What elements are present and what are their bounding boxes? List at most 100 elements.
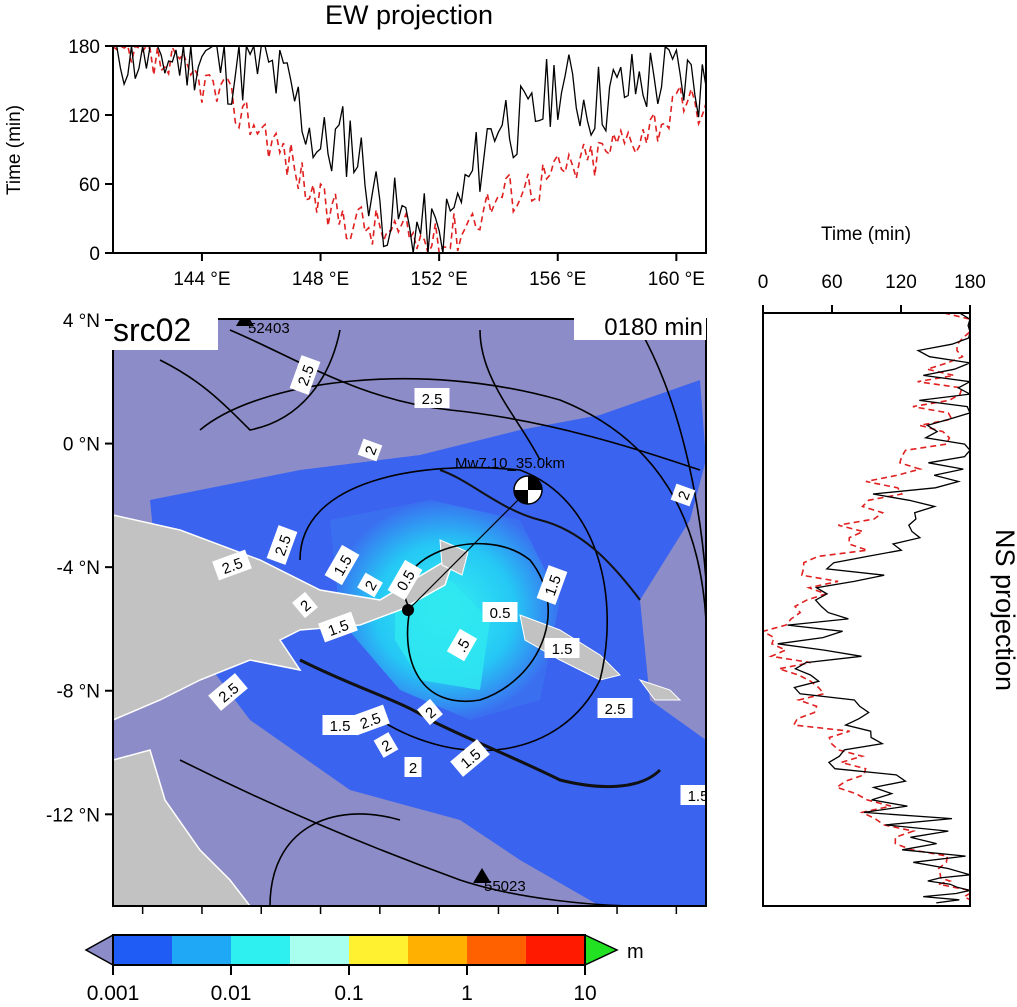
ns-xlabel: Time (min) [821,224,911,245]
ew-y-tick-label: 120 [68,106,100,127]
colorbar-cell [349,935,409,965]
lat-tick-label: -8 °N [57,682,101,703]
ew-y-ticks: 0 60 120 180 [68,37,113,265]
svg-text:2.5: 2.5 [295,363,318,388]
colorbar: 0.001 0.01 0.1 1 10 m [84,933,644,1005]
lat-tick-label: -4 °N [57,558,101,579]
colorbar-tick-label: 1 [461,982,473,1005]
colorbar-unit: m [627,941,644,963]
contour-label: 2 [292,591,318,619]
svg-text:2.5: 2.5 [605,701,626,718]
contour-label: 2 [404,757,422,777]
contour-south-arc [269,813,401,906]
contour-label: 2 [417,698,443,726]
lat-tick-label: -12 °N [46,805,100,826]
ns-red-dashed-series [763,313,970,903]
land-small-island [638,679,682,701]
colorbar-cell [113,935,173,965]
contour-label: 1.5 [322,715,358,735]
colorbar-low-arrow [84,933,114,967]
colorbar-cell [526,935,586,965]
map-frame [112,318,707,907]
colorbar-tick-label: 0.001 [87,982,140,1005]
contour-label: 2 [373,732,399,758]
lat-tick-label: 4 °N [63,311,100,332]
ew-x-ticks: 144 °E 148 °E 152 °E 156 °E 160 °E [173,253,705,290]
colorbar-tick-label: 0.1 [334,982,363,1005]
ns-projection-panel: Time (min) NS projection 0 60 120 180 [758,224,1017,907]
time-label: 0180 min [604,314,703,341]
contour-label: 2 [670,483,696,507]
contour-2 [199,377,706,621]
svg-text:2: 2 [409,760,417,777]
ns-x-tick-label: 180 [954,272,986,293]
wave-field-peak [395,580,490,690]
contour-label: 2.5 [266,525,298,565]
event-label: Mw7.10_35.0km [455,455,565,472]
ew-red-dashed-series [113,46,706,253]
ew-projection-panel: EW projection Time (min) 0 60 120 180 144 °… [4,0,707,290]
svg-text:1.5: 1.5 [688,788,709,805]
ns-x-tick-label: 60 [821,272,842,293]
colorbar-cells [113,935,586,965]
ns-black-series [777,313,970,904]
ew-x-tick-label: 152 °E [411,269,468,290]
ew-x-tick-label: 144 °E [173,269,230,290]
ew-y-tick-label: 0 [89,244,100,265]
land-new-guinea [113,514,457,721]
station-52403: 52403 [236,319,290,337]
coast-south-islands [299,658,662,788]
contour-label: 1.5 [318,611,358,643]
contour-0-5 [403,542,549,703]
coast-east-islands [439,469,641,601]
contour-label: 2.5 [597,698,633,718]
ew-frame [112,45,707,254]
svg-text:0.5: 0.5 [490,605,511,622]
ns-x-ticks: 0 60 120 180 [758,272,986,313]
svg-text:1.5: 1.5 [330,718,351,735]
svg-text:2.5: 2.5 [220,555,245,578]
svg-text:2.5: 2.5 [272,533,295,558]
lat-tick-label: 0 °N [63,435,100,456]
contour-label: 2.5 [212,549,252,581]
ew-x-tick-label: 160 °E [648,269,705,290]
colorbar-cell [231,935,291,965]
rupture-line [407,489,529,611]
contour-label: 2 [357,572,383,598]
contour-label: 1.5 [544,638,580,658]
colorbar-cell [290,935,350,965]
latitude-ticks: 4 °N 0 °N -4 °N -8 °N -12 °N [46,311,113,826]
contour-label: 1.5 [680,785,709,805]
contour-label: 2 [357,438,383,462]
colorbar-cell [172,935,232,965]
ew-y-tick-label: 60 [79,175,100,196]
contour-2-south [179,759,641,906]
colorbar-high-arrow [584,933,619,967]
ew-panel-title: EW projection [325,0,493,30]
focal-mechanism-beachball [513,475,543,505]
station-55023: 55023 [473,868,526,895]
contour-2-5 [229,329,701,471]
svg-text:2.5: 2.5 [422,391,443,408]
ew-y-tick-label: 180 [68,37,100,58]
colorbar-ticks: 0.001 0.01 0.1 1 10 [87,965,597,1005]
ns-x-tick-label: 120 [885,272,917,293]
ew-x-tick-label: 148 °E [292,269,349,290]
longitude-ticks [141,906,678,914]
land-australia [113,749,251,906]
ns-frame [762,312,971,907]
contour-label: 2.5 [414,388,450,408]
colorbar-tick-label: 0.01 [211,982,252,1005]
station-triangle-icon [473,868,491,883]
contour-label: 2.5 [289,355,321,395]
contour-label: 1.5 [536,565,568,605]
svg-text:2.5: 2.5 [358,710,383,733]
svg-text:1.5: 1.5 [542,573,565,598]
colorbar-cell [467,935,527,965]
colorbar-tick-label: 10 [573,982,596,1005]
station-triangle-icon [236,319,254,326]
svg-text:1.5: 1.5 [326,617,351,640]
contour-label: 2.5 [350,704,390,736]
contour-north-arc [479,329,541,461]
